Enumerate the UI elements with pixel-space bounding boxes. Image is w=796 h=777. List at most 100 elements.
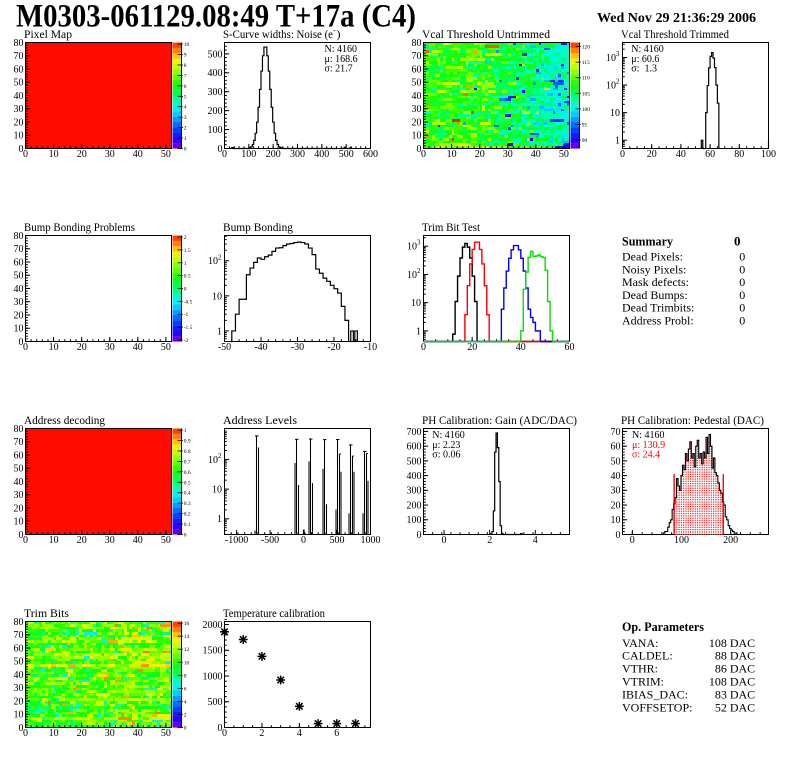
svg-text:Noisy Pixels:: Noisy Pixels: bbox=[622, 262, 686, 276]
svg-text:Mask defects:: Mask defects: bbox=[622, 275, 689, 289]
svg-text:-30: -30 bbox=[291, 342, 304, 353]
svg-text:50: 50 bbox=[14, 657, 24, 668]
svg-text:0.5: 0.5 bbox=[184, 274, 191, 280]
svg-text:700: 700 bbox=[407, 427, 422, 438]
svg-text:80: 80 bbox=[14, 424, 24, 435]
svg-text:0: 0 bbox=[19, 337, 24, 348]
svg-text:2: 2 bbox=[259, 728, 264, 739]
svg-text:-: - bbox=[333, 26, 336, 35]
svg-text:200: 200 bbox=[723, 535, 738, 546]
svg-text:-50: -50 bbox=[218, 342, 231, 353]
svg-text:1: 1 bbox=[184, 136, 187, 142]
svg-text:σ: 21.7: σ: 21.7 bbox=[325, 64, 353, 75]
svg-text:0: 0 bbox=[218, 144, 223, 155]
svg-text:σ: 1.3: σ: 1.3 bbox=[631, 64, 657, 75]
svg-text:0.9: 0.9 bbox=[184, 439, 191, 445]
svg-text:0.2: 0.2 bbox=[184, 512, 191, 518]
svg-text:10: 10 bbox=[14, 710, 24, 721]
svg-text:0.4: 0.4 bbox=[184, 491, 191, 497]
svg-text:10: 10 bbox=[447, 149, 457, 160]
svg-text:VTHR:: VTHR: bbox=[622, 662, 658, 676]
svg-text:6: 6 bbox=[334, 728, 339, 739]
svg-text:20: 20 bbox=[77, 149, 87, 160]
svg-text:1: 1 bbox=[184, 428, 187, 434]
svg-text:2: 2 bbox=[487, 535, 492, 546]
svg-text:30: 30 bbox=[14, 104, 24, 115]
svg-text:10: 10 bbox=[184, 42, 190, 48]
svg-text:100: 100 bbox=[407, 515, 422, 526]
svg-text:10: 10 bbox=[49, 149, 59, 160]
svg-text:70: 70 bbox=[14, 51, 24, 62]
svg-text:σ: 0.06: σ: 0.06 bbox=[432, 450, 460, 461]
svg-text:Address Levels: Address Levels bbox=[223, 413, 297, 427]
svg-text:100: 100 bbox=[674, 535, 689, 546]
svg-text:1.5: 1.5 bbox=[184, 248, 191, 254]
svg-text:30: 30 bbox=[412, 104, 422, 115]
svg-text:200: 200 bbox=[266, 149, 281, 160]
svg-text:20: 20 bbox=[14, 696, 24, 707]
svg-text:20: 20 bbox=[14, 117, 24, 128]
svg-text:115: 115 bbox=[582, 60, 590, 66]
svg-text:8: 8 bbox=[184, 63, 187, 69]
svg-text:88 DAC: 88 DAC bbox=[715, 649, 755, 663]
svg-text:60: 60 bbox=[14, 450, 24, 461]
svg-text:-1000: -1000 bbox=[225, 535, 248, 546]
svg-text:9: 9 bbox=[184, 53, 187, 59]
svg-text:400: 400 bbox=[407, 471, 422, 482]
svg-text:0: 0 bbox=[184, 147, 187, 153]
svg-text:0: 0 bbox=[630, 535, 635, 546]
svg-text:70: 70 bbox=[412, 51, 422, 62]
svg-text:500: 500 bbox=[330, 535, 345, 546]
svg-text:40: 40 bbox=[516, 342, 526, 353]
svg-text:50: 50 bbox=[559, 149, 569, 160]
svg-text:0: 0 bbox=[739, 275, 745, 289]
svg-text:1: 1 bbox=[217, 326, 222, 337]
svg-text:0.8: 0.8 bbox=[184, 449, 191, 455]
svg-text:Address Probl:: Address Probl: bbox=[622, 313, 694, 327]
svg-text:80: 80 bbox=[14, 617, 24, 628]
svg-text:Dead Bumps:: Dead Bumps: bbox=[622, 288, 688, 302]
svg-text:Vcal Threshold Trimmed: Vcal Threshold Trimmed bbox=[621, 27, 729, 41]
svg-text:0: 0 bbox=[184, 287, 187, 293]
svg-text:0.3: 0.3 bbox=[184, 501, 191, 507]
svg-text:10: 10 bbox=[411, 298, 421, 309]
svg-text:-1: -1 bbox=[184, 312, 189, 318]
svg-text:40: 40 bbox=[133, 535, 143, 546]
svg-text:N: 4160: N: 4160 bbox=[631, 44, 664, 55]
svg-text:Pixel Map: Pixel Map bbox=[24, 27, 72, 41]
svg-text:0: 0 bbox=[421, 149, 426, 160]
svg-text:40: 40 bbox=[531, 149, 541, 160]
svg-text:10: 10 bbox=[49, 535, 59, 546]
svg-text:0: 0 bbox=[222, 149, 227, 160]
svg-text:Dead Trimbits:: Dead Trimbits: bbox=[622, 301, 694, 315]
svg-text:60: 60 bbox=[705, 149, 715, 160]
svg-text:60: 60 bbox=[412, 64, 422, 75]
svg-text:20: 20 bbox=[475, 149, 485, 160]
svg-text:Vcal Threshold Untrimmed: Vcal Threshold Untrimmed bbox=[422, 27, 550, 41]
svg-text:1000: 1000 bbox=[361, 535, 381, 546]
svg-text:70: 70 bbox=[14, 437, 24, 448]
svg-text:3: 3 bbox=[616, 50, 620, 58]
svg-text:-10: -10 bbox=[364, 342, 377, 353]
svg-text:30: 30 bbox=[14, 490, 24, 501]
svg-text:108 DAC: 108 DAC bbox=[709, 636, 755, 650]
svg-text:0: 0 bbox=[417, 530, 422, 541]
svg-text:30: 30 bbox=[105, 535, 115, 546]
svg-text:1: 1 bbox=[217, 514, 222, 525]
svg-text:10: 10 bbox=[610, 108, 620, 119]
svg-text:40: 40 bbox=[412, 91, 422, 102]
svg-text:0: 0 bbox=[421, 342, 426, 353]
svg-text:1: 1 bbox=[416, 326, 421, 337]
svg-text:14: 14 bbox=[184, 634, 190, 640]
svg-text:60: 60 bbox=[14, 257, 24, 268]
svg-text:Temperature calibration: Temperature calibration bbox=[223, 606, 325, 620]
svg-text:0: 0 bbox=[739, 288, 745, 302]
svg-text:70: 70 bbox=[14, 244, 24, 255]
svg-text:20: 20 bbox=[412, 117, 422, 128]
svg-text:2: 2 bbox=[184, 235, 187, 241]
svg-text:Trim Bits: Trim Bits bbox=[24, 606, 69, 620]
svg-text:40: 40 bbox=[611, 471, 621, 482]
svg-text:1500: 1500 bbox=[203, 646, 223, 657]
svg-text:-20: -20 bbox=[327, 342, 340, 353]
svg-text:μ: 130.9: μ: 130.9 bbox=[632, 440, 665, 451]
